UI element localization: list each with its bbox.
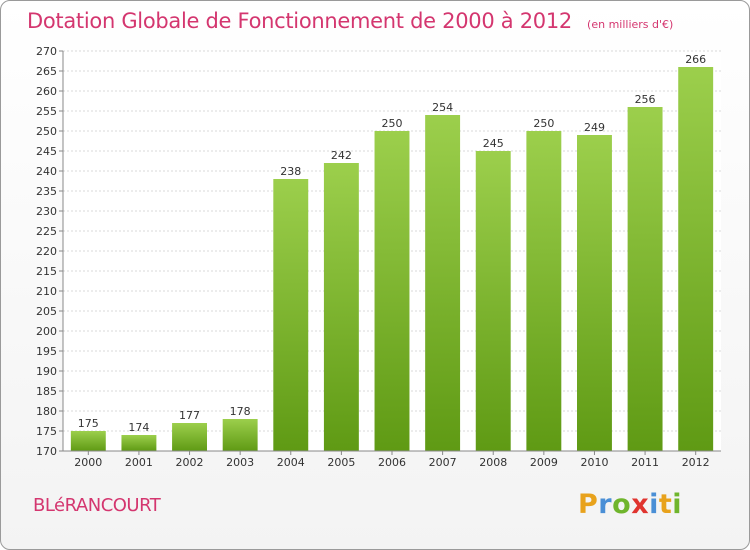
- bar[interactable]: [273, 179, 309, 451]
- y-tick-label: 270: [36, 45, 57, 58]
- data-label: 174: [128, 421, 149, 434]
- y-tick-label: 230: [36, 205, 57, 218]
- town-name: BLéRANCOURT: [33, 495, 161, 516]
- bar[interactable]: [222, 419, 258, 451]
- bar[interactable]: [70, 431, 106, 451]
- bar[interactable]: [576, 135, 612, 451]
- x-tick-label: 2005: [327, 456, 355, 469]
- logo-letter: r: [598, 489, 613, 520]
- y-tick-label: 250: [36, 125, 57, 138]
- logo-letter: P: [578, 489, 599, 520]
- bar[interactable]: [678, 67, 714, 451]
- data-label: 249: [584, 121, 605, 134]
- y-tick-label: 265: [36, 65, 57, 78]
- y-tick-label: 220: [36, 245, 57, 258]
- bar[interactable]: [323, 163, 359, 451]
- title-row: Dotation Globale de Fonctionnement de 20…: [27, 9, 673, 33]
- data-label: 242: [331, 149, 352, 162]
- chart-subtitle: (en milliers d'€): [587, 18, 674, 31]
- y-tick-label: 235: [36, 185, 57, 198]
- data-label: 250: [533, 117, 554, 130]
- x-tick-label: 2012: [682, 456, 710, 469]
- y-tick-label: 205: [36, 305, 57, 318]
- x-tick-label: 2001: [125, 456, 153, 469]
- y-tick-label: 180: [36, 405, 57, 418]
- bar[interactable]: [425, 115, 461, 451]
- logo-letter: x: [631, 489, 650, 520]
- data-label: 256: [635, 93, 656, 106]
- data-label: 266: [685, 53, 706, 66]
- logo-letter: i: [672, 489, 683, 520]
- data-label: 177: [179, 409, 200, 422]
- data-label: 254: [432, 101, 453, 114]
- data-label: 175: [78, 417, 99, 430]
- bar[interactable]: [475, 151, 511, 451]
- x-tick-label: 2011: [631, 456, 659, 469]
- x-tick-label: 2009: [530, 456, 558, 469]
- data-label: 238: [280, 165, 301, 178]
- x-tick-label: 2004: [277, 456, 305, 469]
- chart-title: Dotation Globale de Fonctionnement de 20…: [27, 9, 572, 33]
- y-tick-label: 240: [36, 165, 57, 178]
- x-tick-label: 2003: [226, 456, 254, 469]
- x-tick-label: 2006: [378, 456, 406, 469]
- x-tick-label: 2000: [74, 456, 102, 469]
- bar[interactable]: [374, 131, 410, 451]
- y-tick-label: 195: [36, 345, 57, 358]
- logo-letter: i: [649, 489, 659, 520]
- y-tick-label: 245: [36, 145, 57, 158]
- logo-letter: o: [612, 489, 632, 520]
- x-tick-label: 2010: [580, 456, 608, 469]
- x-tick-label: 2007: [429, 456, 457, 469]
- y-tick-label: 185: [36, 385, 57, 398]
- y-tick-label: 200: [36, 325, 57, 338]
- data-label: 250: [382, 117, 403, 130]
- y-tick-label: 215: [36, 265, 57, 278]
- bar[interactable]: [526, 131, 562, 451]
- y-tick-label: 260: [36, 85, 57, 98]
- y-tick-label: 190: [36, 365, 57, 378]
- y-tick-label: 170: [36, 445, 57, 458]
- proxiti-logo[interactable]: Proxiti: [578, 489, 682, 520]
- x-tick-label: 2008: [479, 456, 507, 469]
- bar[interactable]: [121, 435, 157, 451]
- y-tick-label: 225: [36, 225, 57, 238]
- data-label: 245: [483, 137, 504, 150]
- bar[interactable]: [627, 107, 663, 451]
- data-label: 178: [230, 405, 251, 418]
- y-tick-label: 175: [36, 425, 57, 438]
- x-tick-label: 2002: [176, 456, 204, 469]
- logo-letter: t: [658, 489, 673, 520]
- y-tick-label: 210: [36, 285, 57, 298]
- y-tick-label: 255: [36, 105, 57, 118]
- bar[interactable]: [172, 423, 208, 451]
